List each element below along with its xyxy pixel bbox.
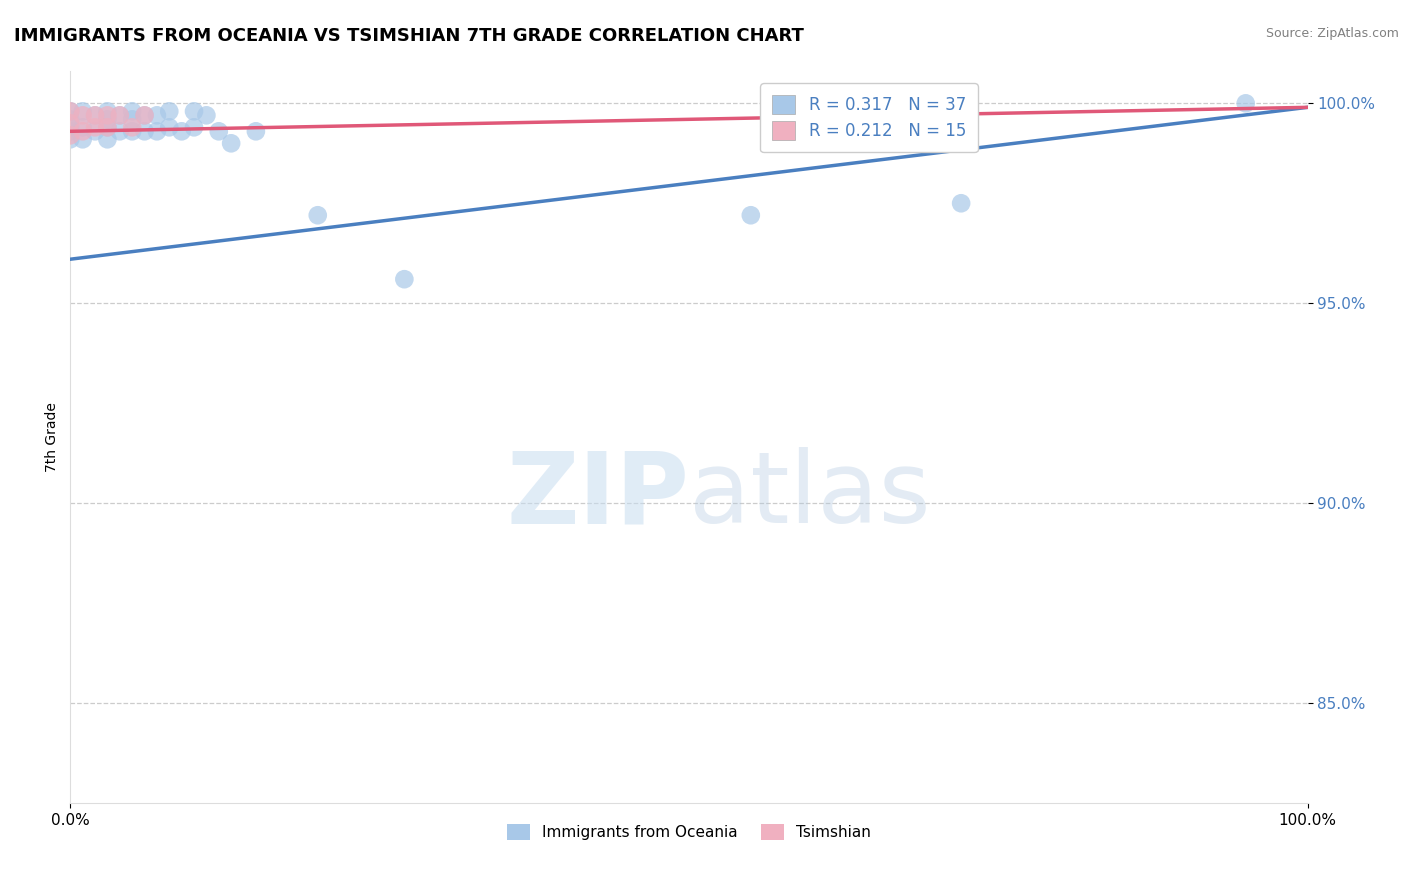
Point xyxy=(157,120,180,135)
Point xyxy=(59,116,82,130)
Point xyxy=(814,108,837,122)
Legend: Immigrants from Oceania, Tsimshian: Immigrants from Oceania, Tsimshian xyxy=(501,817,877,847)
Point xyxy=(121,124,143,138)
Point xyxy=(96,112,118,127)
Point xyxy=(121,120,143,135)
Point xyxy=(108,108,131,122)
Point xyxy=(59,128,82,143)
Point xyxy=(59,104,82,119)
Point xyxy=(394,272,416,286)
Point xyxy=(245,124,267,138)
Point xyxy=(950,196,973,211)
Point xyxy=(96,120,118,135)
Point xyxy=(208,124,231,138)
Point xyxy=(72,132,94,146)
Text: atlas: atlas xyxy=(689,447,931,544)
Point xyxy=(146,124,169,138)
Point xyxy=(134,108,156,122)
Point xyxy=(740,208,762,222)
Point xyxy=(134,108,156,122)
Point xyxy=(108,124,131,138)
Point xyxy=(108,108,131,122)
Point xyxy=(96,108,118,122)
Point xyxy=(84,108,107,122)
Point xyxy=(134,124,156,138)
Point xyxy=(157,104,180,119)
Point xyxy=(72,124,94,138)
Point xyxy=(84,124,107,138)
Point xyxy=(863,120,886,135)
Point xyxy=(72,108,94,122)
Y-axis label: 7th Grade: 7th Grade xyxy=(45,402,59,472)
Point xyxy=(183,120,205,135)
Point xyxy=(96,120,118,135)
Point xyxy=(219,136,242,151)
Point xyxy=(59,124,82,138)
Point xyxy=(84,120,107,135)
Point xyxy=(121,104,143,119)
Point xyxy=(121,112,143,127)
Point xyxy=(925,108,948,122)
Point xyxy=(72,104,94,119)
Point xyxy=(59,112,82,127)
Point xyxy=(59,132,82,146)
Point xyxy=(84,108,107,122)
Point xyxy=(96,104,118,119)
Text: IMMIGRANTS FROM OCEANIA VS TSIMSHIAN 7TH GRADE CORRELATION CHART: IMMIGRANTS FROM OCEANIA VS TSIMSHIAN 7TH… xyxy=(14,27,804,45)
Point xyxy=(307,208,329,222)
Point xyxy=(1234,96,1257,111)
Text: Source: ZipAtlas.com: Source: ZipAtlas.com xyxy=(1265,27,1399,40)
Point xyxy=(195,108,218,122)
Text: ZIP: ZIP xyxy=(506,447,689,544)
Point xyxy=(183,104,205,119)
Point xyxy=(59,120,82,135)
Point xyxy=(59,104,82,119)
Point xyxy=(146,108,169,122)
Point xyxy=(170,124,193,138)
Point xyxy=(96,132,118,146)
Point xyxy=(72,120,94,135)
